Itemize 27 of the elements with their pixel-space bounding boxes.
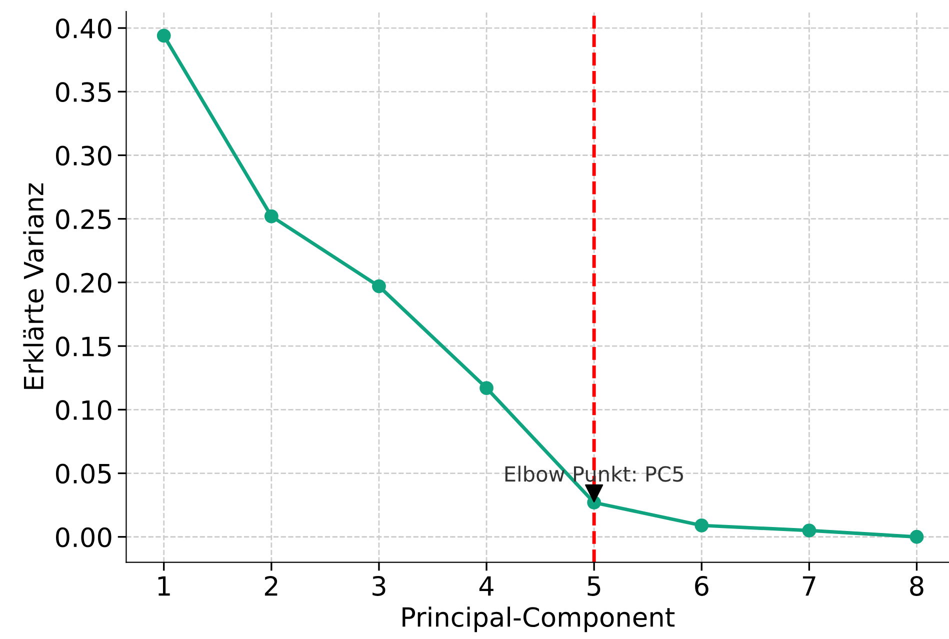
x-axis-title: Principal-Component <box>402 606 675 632</box>
x-tick-label: 2 <box>264 576 278 596</box>
point <box>156 28 171 43</box>
x-tick-label: 5 <box>588 576 600 596</box>
y-tick-label: 0.10 <box>56 400 112 420</box>
y-tick-label: 0.25 <box>56 209 111 230</box>
y-tick-label: 0.30 <box>56 146 112 166</box>
point <box>480 381 494 395</box>
y-tick-label: 0.35 <box>56 82 111 102</box>
y-tick-label: 0.05 <box>56 464 111 484</box>
annotation: Elbow Punkt: PC5 <box>505 466 683 482</box>
y-tick-label: 0.20 <box>56 272 112 293</box>
x-tick-label: 4 <box>479 576 494 596</box>
x-tick-label: 6 <box>695 576 708 596</box>
x-tick-label: 3 <box>372 576 386 596</box>
x-tick-label: 7 <box>802 576 816 596</box>
x-tick-label: 1 <box>158 576 170 596</box>
point <box>694 518 709 532</box>
point <box>910 530 924 544</box>
y-tick-label: 0.15 <box>56 336 111 356</box>
y-axis-title: Erklärte Varianz <box>23 183 44 389</box>
x-tick-label: 8 <box>910 576 924 596</box>
y-tick-label: 0.40 <box>56 18 112 38</box>
point <box>264 209 278 224</box>
point <box>372 279 386 294</box>
y-tick-label: 0.00 <box>56 527 112 548</box>
point <box>802 524 816 538</box>
